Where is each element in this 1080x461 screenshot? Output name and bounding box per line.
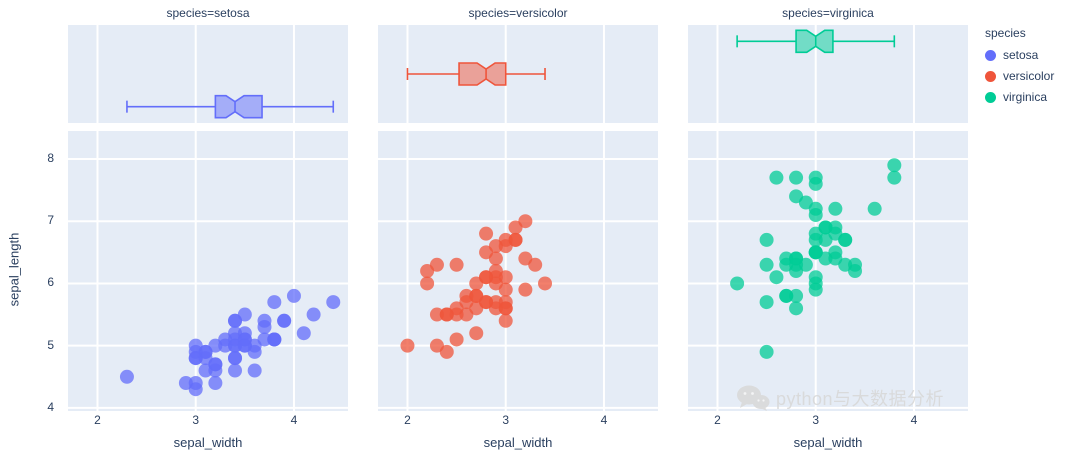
x-axis-title-setosa: sepal_width	[173, 435, 243, 450]
facet-versicolor: species=versicolor 2 3 4 sepal_width	[378, 0, 658, 461]
x-tick-label: 2	[714, 413, 721, 427]
facet-plot-virginica[interactable]	[688, 25, 968, 411]
legend-label-setosa: setosa	[1003, 48, 1039, 62]
facet-setosa: species=setosa 2 3 4 sepal_width	[68, 0, 348, 461]
x-tick-label: 4	[290, 413, 298, 427]
x-axis-title-versicolor: sepal_width	[483, 435, 553, 450]
x-axis-ticks-setosa: 2 3 4	[68, 413, 348, 429]
x-tick-label: 3	[812, 413, 820, 427]
x-tick-label: 4	[600, 413, 608, 427]
legend-label-virginica: virginica	[1003, 90, 1048, 104]
legend: species setosa versicolor virginica	[985, 26, 1077, 111]
legend-item-setosa[interactable]: setosa	[985, 48, 1077, 62]
legend-swatch-versicolor	[985, 70, 996, 82]
y-tick-label: 6	[47, 275, 54, 290]
x-tick-label: 3	[502, 413, 510, 427]
legend-swatch-setosa	[985, 49, 996, 61]
legend-item-virginica[interactable]: virginica	[985, 90, 1077, 104]
facet-title-virginica: species=virginica	[782, 6, 874, 20]
y-tick-label: 8	[47, 151, 54, 165]
legend-item-versicolor[interactable]: versicolor	[985, 69, 1077, 83]
legend-swatch-virginica	[985, 91, 996, 103]
legend-label-versicolor: versicolor	[1003, 69, 1055, 83]
x-axis-ticks-versicolor: 2 3 4	[378, 413, 658, 429]
x-tick-label: 4	[910, 413, 918, 427]
y-tick-label: 7	[47, 213, 54, 228]
facet-plot-setosa[interactable]	[68, 25, 348, 411]
x-axis-ticks-virginica: 2 3 4	[688, 413, 968, 429]
facet-virginica: species=virginica 2 3 4 sepal_width	[688, 0, 968, 461]
y-tick-label: 4	[47, 399, 54, 414]
facet-title-setosa: species=setosa	[166, 6, 250, 20]
x-axis-title-virginica: sepal_width	[793, 435, 863, 450]
y-axis-ticks: 4 5 6 7 8	[30, 0, 60, 461]
facet-plot-versicolor[interactable]	[378, 25, 658, 411]
y-tick-label: 5	[47, 337, 54, 352]
legend-title: species	[985, 26, 1026, 40]
facet-title-versicolor: species=versicolor	[468, 6, 568, 20]
x-tick-label: 3	[192, 413, 200, 427]
x-tick-label: 2	[404, 413, 411, 427]
y-axis-title: sepal_length	[6, 232, 22, 307]
x-tick-label: 2	[94, 413, 101, 427]
